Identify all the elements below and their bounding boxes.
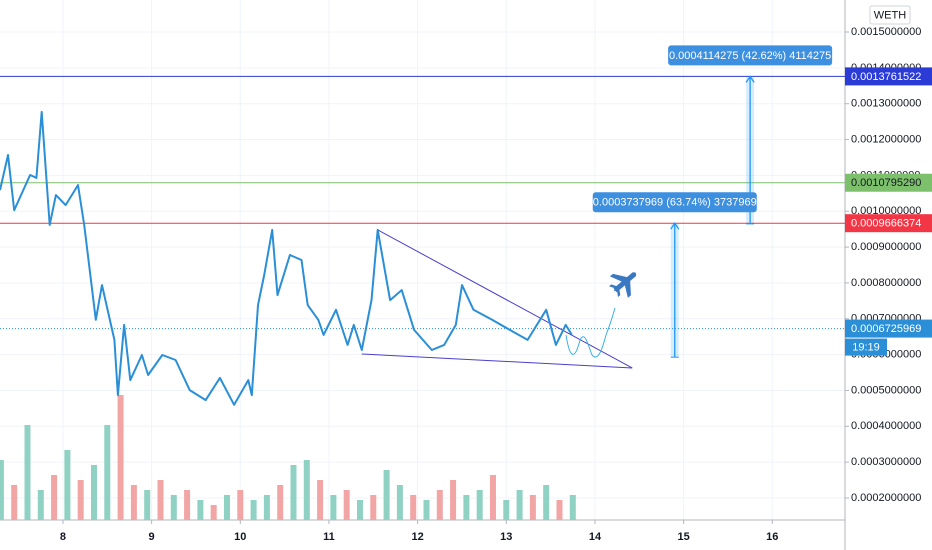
y-tick-label: 0.0004000000 — [851, 420, 921, 432]
volume-bar — [130, 485, 137, 520]
volume-bar — [317, 480, 324, 520]
volume-bar — [396, 485, 403, 520]
volume-bar — [343, 490, 350, 520]
volume-bar — [476, 490, 483, 520]
countdown: 19:19 — [852, 341, 880, 353]
volume-bar — [277, 485, 284, 520]
y-tick-label: 0.0015000000 — [851, 26, 921, 38]
volume-bar — [290, 465, 297, 520]
volume-bar — [410, 495, 417, 520]
y-tick-label: 0.0003000000 — [851, 456, 921, 468]
volume-bar — [569, 495, 576, 520]
y-tick-label: 0.0009000000 — [851, 241, 921, 253]
volume-bar — [237, 490, 244, 520]
volume-bar — [90, 465, 97, 520]
volume-bar — [463, 495, 470, 520]
y-tick-label: 0.0008000000 — [851, 277, 921, 289]
y-tick-label: 0.0010000000 — [851, 205, 921, 217]
measure-head — [670, 222, 680, 230]
y-tick-label: 0.0012000000 — [851, 133, 921, 145]
x-tick-label: 9 — [149, 531, 155, 543]
volume-bar — [223, 495, 230, 520]
volume-bar — [303, 460, 310, 520]
measure-label: 0.0003737969 (63.74%) 3737969 — [593, 197, 757, 209]
volume-bar — [104, 425, 111, 520]
volume-bar — [516, 490, 523, 520]
volume-bar — [24, 425, 31, 520]
volume-bar — [77, 480, 84, 520]
volume-bar — [263, 495, 270, 520]
x-tick-label: 11 — [323, 531, 335, 543]
volume-bar — [383, 470, 390, 520]
x-tick-label: 10 — [234, 531, 246, 543]
symbol: WETH — [874, 9, 906, 21]
volume-bar — [370, 495, 377, 520]
level-badge — [845, 173, 932, 192]
volume-bar — [37, 490, 44, 520]
current-price-badge — [845, 319, 932, 338]
volume-bar — [157, 480, 164, 520]
volume-bar — [543, 485, 550, 520]
volume-bar — [51, 475, 58, 520]
volume-bar — [529, 495, 536, 520]
background — [0, 0, 845, 520]
volume-bar — [423, 500, 430, 520]
level-label: 0.0010795290 — [851, 177, 921, 189]
y-tick-label: 0.0013000000 — [851, 98, 921, 110]
volume-bar — [11, 485, 18, 520]
x-tick-label: 13 — [500, 531, 512, 543]
volume-bar — [0, 460, 4, 520]
volume-bar — [197, 500, 204, 520]
plane-icon — [609, 272, 637, 298]
measure-box — [668, 45, 833, 66]
volume-bar — [144, 490, 151, 520]
volume-bar — [556, 500, 563, 520]
volume-bar — [450, 480, 457, 520]
volume-bar — [210, 505, 217, 520]
symbol-box — [869, 5, 911, 25]
volume-bar — [117, 395, 124, 520]
volume-bar — [184, 490, 191, 520]
level-label: 0.0009666374 — [851, 218, 921, 230]
volume-bar — [250, 500, 257, 520]
trendline — [377, 229, 633, 369]
volume-bar — [170, 495, 177, 520]
x-tick-label: 12 — [411, 531, 423, 543]
volume-bar — [330, 495, 337, 520]
x-tick-label: 15 — [678, 531, 690, 543]
volume-bar — [489, 475, 496, 520]
level-badge — [845, 67, 932, 86]
measure-label: 0.0004114275 (42.62%) 4114275 — [669, 50, 831, 62]
volume-bar — [64, 450, 71, 520]
y-tick-label: 0.0005000000 — [851, 384, 921, 396]
measure-head — [745, 75, 755, 83]
y-tick-label: 0.0002000000 — [851, 492, 921, 504]
volume-bar — [503, 500, 510, 520]
measure-box — [592, 192, 757, 213]
price-line — [0, 110, 573, 406]
level-badge — [845, 214, 932, 233]
volume-bar — [356, 500, 363, 520]
x-tick-label: 8 — [60, 531, 66, 543]
current-price-label: 0.0006725969 — [851, 323, 921, 335]
level-label: 0.0013761522 — [851, 71, 921, 83]
trendline — [361, 353, 633, 369]
countdown-badge — [845, 338, 887, 356]
x-tick-label: 14 — [589, 531, 602, 543]
x-tick-label: 16 — [766, 531, 778, 543]
volume-bar — [436, 490, 443, 520]
projection-squiggle — [565, 307, 616, 358]
